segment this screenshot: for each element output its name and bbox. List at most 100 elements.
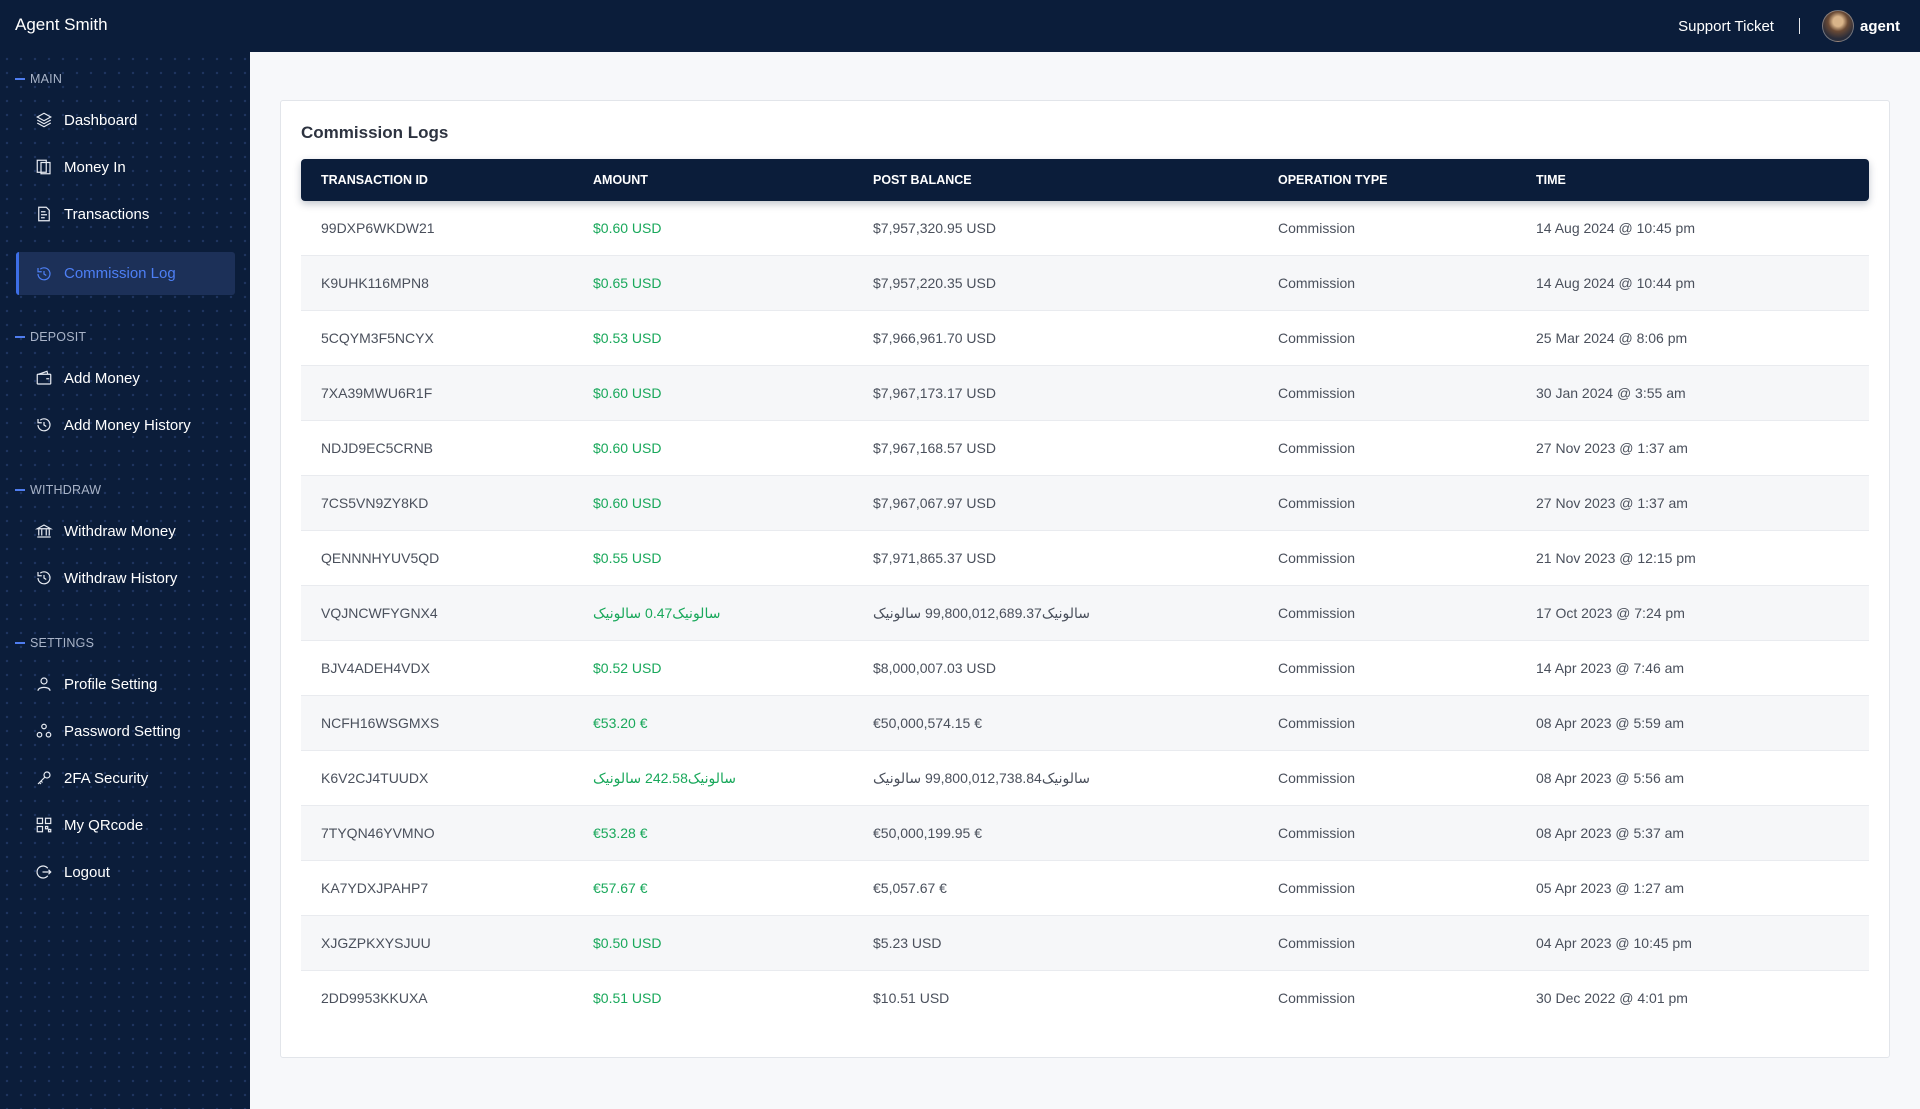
sidebar-item-logout[interactable]: Logout: [16, 852, 235, 892]
time-cell: 08 Apr 2023 @ 5:37 am: [1536, 825, 1685, 841]
operation-type-cell: Commission: [1278, 220, 1356, 236]
brand-name[interactable]: Agent Smith: [15, 15, 108, 34]
time-cell: 14 Aug 2024 @ 10:45 pm: [1536, 220, 1695, 236]
sidebar-item-withdraw-money[interactable]: Withdraw Money: [16, 511, 235, 551]
table-row: BJV4ADEH4VDX $0.52 USD $8,000,007.03 USD Co…: [301, 641, 1869, 696]
post-balance-cell: سالونیک99,800,012,738.84 سالونیک: [873, 770, 1090, 786]
column-header-amount: AMOUNT: [593, 173, 648, 187]
time-cell: 17 Oct 2023 @ 7:24 pm: [1536, 605, 1685, 621]
transaction-id-cell: K6V2CJ4TUUDX: [321, 770, 429, 786]
post-balance-cell: $7,966,961.70 USD: [873, 330, 996, 346]
copy-icon: [34, 157, 54, 177]
sidebar-item-my-qrcode[interactable]: My QRcode: [16, 805, 235, 845]
sidebar-item-label: 2FA Security: [64, 769, 149, 787]
post-balance-cell: €5,057.67 €: [873, 880, 947, 896]
amount-cell: $0.55 USD: [593, 550, 662, 566]
post-balance-cell: $10.51 USD: [873, 990, 950, 1006]
sidebar-item-dashboard[interactable]: Dashboard: [16, 100, 235, 140]
transaction-id-cell: 5CQYM3F5NCYX: [321, 330, 434, 346]
amount-cell: $0.53 USD: [593, 330, 662, 346]
sidebar-item-label: Money In: [64, 158, 126, 176]
sidebar-item-label: Profile Setting: [64, 675, 158, 693]
section-title-deposit: DEPOSIT: [15, 330, 86, 344]
section-title-withdraw: WITHDRAW: [15, 483, 101, 497]
amount-cell: $0.60 USD: [593, 495, 662, 511]
amount-cell: $0.60 USD: [593, 440, 662, 456]
sidebar-item-transactions[interactable]: Transactions: [16, 194, 235, 234]
post-balance-cell: €50,000,199.95 €: [873, 825, 982, 841]
amount-cell: $0.65 USD: [593, 275, 662, 291]
history-icon: [34, 264, 54, 284]
transaction-id-cell: BJV4ADEH4VDX: [321, 660, 430, 676]
table-row: 99DXP6WKDW21 $0.60 USD $7,957,320.95 USD Co…: [301, 201, 1869, 256]
sidebar-item-profile-setting[interactable]: Profile Setting: [16, 664, 235, 704]
column-header-time: TIME: [1536, 173, 1566, 187]
table-row: QENNNHYUV5QD $0.55 USD $7,971,865.37 USD Co…: [301, 531, 1869, 586]
amount-cell: $0.52 USD: [593, 660, 662, 676]
column-header-transaction-id: TRANSACTION ID: [321, 173, 428, 187]
table-row: 7CS5VN9ZY8KD $0.60 USD $7,967,067.97 USD Co…: [301, 476, 1869, 531]
transaction-id-cell: VQJNCWFYGNX4: [321, 605, 438, 621]
transaction-id-cell: QENNNHYUV5QD: [321, 550, 440, 566]
page-title: Commission Logs: [301, 123, 449, 142]
avatar[interactable]: [1821, 10, 1854, 42]
section-title-settings: SETTINGS: [15, 636, 94, 650]
time-cell: 14 Aug 2024 @ 10:44 pm: [1536, 275, 1695, 291]
operation-type-cell: Commission: [1278, 495, 1356, 511]
operation-type-cell: Commission: [1278, 605, 1356, 621]
sidebar-item-label: Dashboard: [64, 111, 138, 129]
operation-type-cell: Commission: [1278, 385, 1356, 401]
transaction-id-cell: NCFH16WSGMXS: [321, 715, 440, 731]
time-cell: 05 Apr 2023 @ 1:27 am: [1536, 880, 1685, 896]
top-right-menu: Support Ticket agent: [1678, 0, 1900, 52]
sidebar-item-add-money[interactable]: Add Money: [16, 358, 235, 398]
sidebar-item-commission-log[interactable]: Commission Log: [16, 252, 235, 295]
transaction-id-cell: NDJD9EC5CRNB: [321, 440, 434, 456]
time-cell: 08 Apr 2023 @ 5:56 am: [1536, 770, 1685, 786]
table-row: NCFH16WSGMXS €53.20 € €50,000,574.15 € Comm…: [301, 696, 1869, 751]
top-bar: Agent Smith Support Ticket agent: [0, 0, 1920, 52]
amount-cell: سالونیک242.58 سالونیک: [593, 770, 737, 786]
layers-icon: [34, 110, 54, 130]
post-balance-cell: $7,967,067.97 USD: [873, 495, 996, 511]
transaction-id-cell: 99DXP6WKDW21: [321, 220, 435, 236]
qrcode-icon: [34, 815, 54, 835]
table-row: XJGZPKXYSJUU $0.50 USD $5.23 USD Commission…: [301, 916, 1869, 971]
sidebar-item-label: Logout: [64, 863, 110, 881]
sidebar-item-label: Transactions: [64, 205, 150, 223]
time-cell: 08 Apr 2023 @ 5:59 am: [1536, 715, 1685, 731]
user-menu[interactable]: agent: [1859, 17, 1900, 35]
post-balance-cell: $7,967,168.57 USD: [873, 440, 996, 456]
sidebar-item-money-in[interactable]: Money In: [16, 147, 235, 187]
time-cell: 21 Nov 2023 @ 12:15 pm: [1536, 550, 1696, 566]
sidebar: MAIN Dashboard Money In Transactions Com…: [0, 52, 250, 1109]
time-cell: 04 Apr 2023 @ 10:45 pm: [1536, 935, 1692, 951]
time-cell: 30 Jan 2024 @ 3:55 am: [1536, 385, 1686, 401]
table-row: VQJNCWFYGNX4 سالونیک0.47 سالونیک سالونیک99…: [301, 586, 1869, 641]
post-balance-cell: $7,971,865.37 USD: [873, 550, 996, 566]
table-row: K6V2CJ4TUUDX سالونیک242.58 سالونیک سالونیک…: [301, 751, 1869, 806]
operation-type-cell: Commission: [1278, 550, 1356, 566]
key-icon: [34, 768, 54, 788]
operation-type-cell: Commission: [1278, 330, 1356, 346]
sidebar-item-2fa-security[interactable]: 2FA Security: [16, 758, 235, 798]
transaction-id-cell: 7TYQN46YVMNO: [321, 825, 435, 841]
post-balance-cell: $8,000,007.03 USD: [873, 660, 996, 676]
amount-cell: $0.60 USD: [593, 385, 662, 401]
time-cell: 27 Nov 2023 @ 1:37 am: [1536, 440, 1688, 456]
sidebar-item-label: My QRcode: [64, 816, 144, 834]
sidebar-item-add-money-history[interactable]: Add Money History: [16, 405, 235, 445]
transaction-id-cell: XJGZPKXYSJUU: [321, 935, 431, 951]
amount-cell: €57.67 €: [593, 880, 648, 896]
column-header-post-balance: POST BALANCE: [873, 173, 972, 187]
sidebar-item-label: Add Money History: [64, 416, 191, 434]
support-ticket-link[interactable]: Support Ticket: [1678, 17, 1774, 35]
sidebar-item-password-setting[interactable]: Password Setting: [16, 711, 235, 751]
post-balance-cell: $7,957,320.95 USD: [873, 220, 996, 236]
sidebar-item-withdraw-history[interactable]: Withdraw History: [16, 558, 235, 598]
time-cell: 30 Dec 2022 @ 4:01 pm: [1536, 990, 1688, 1006]
operation-type-cell: Commission: [1278, 990, 1356, 1006]
history-icon: [34, 415, 54, 435]
amount-cell: $0.50 USD: [593, 935, 662, 951]
sidebar-item-label: Password Setting: [64, 722, 181, 740]
